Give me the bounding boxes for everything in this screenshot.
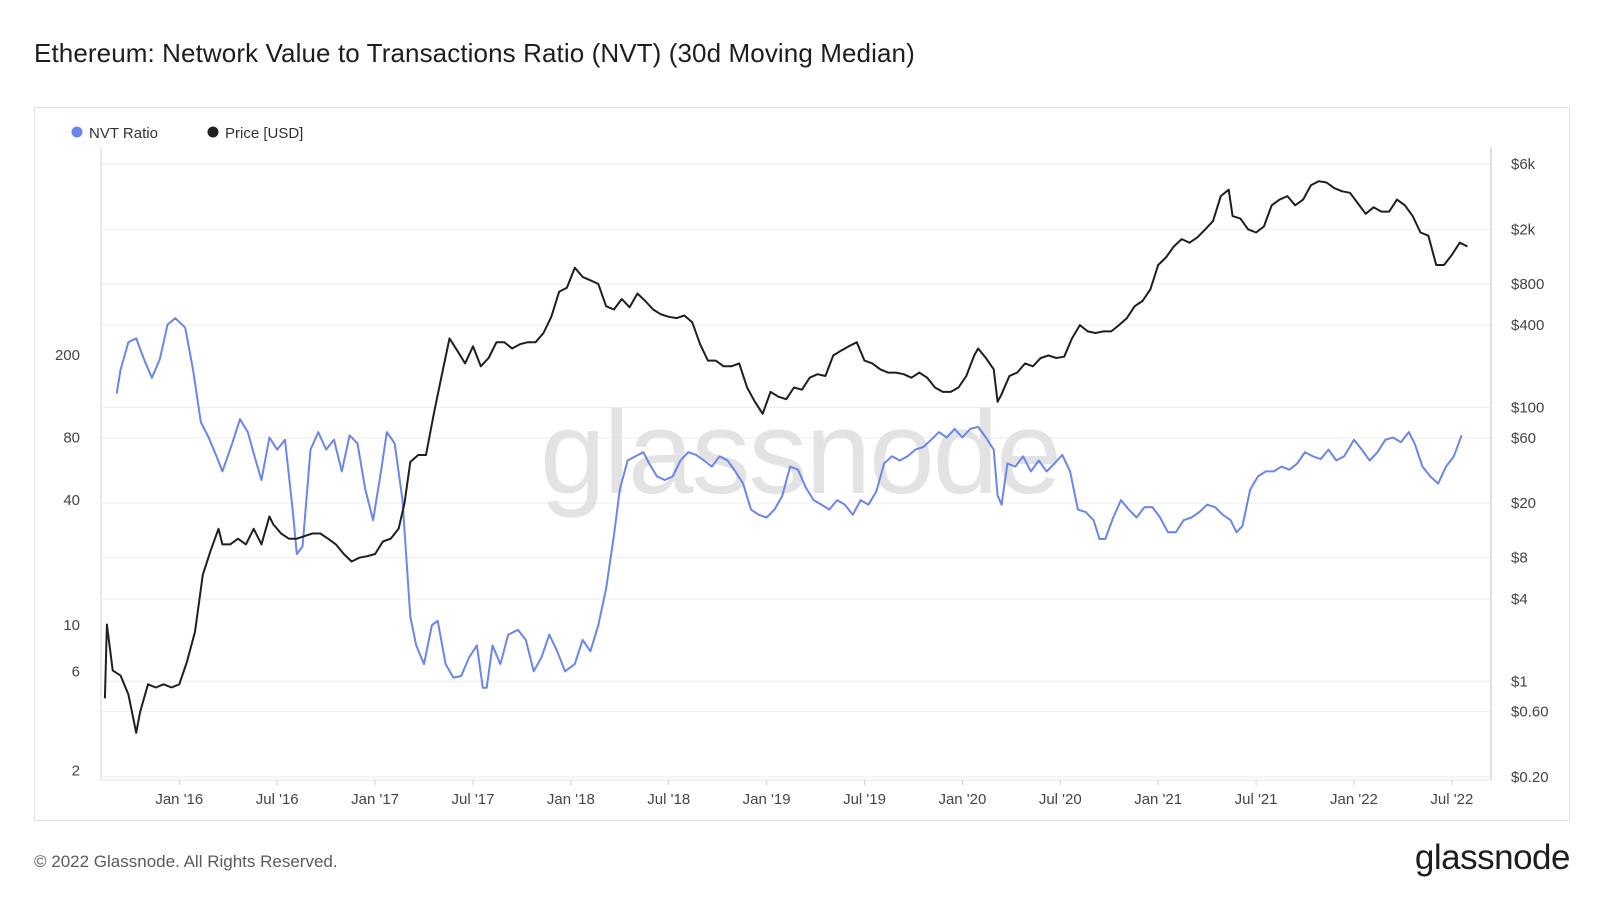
right-tick-label: $0.60 xyxy=(1511,704,1549,721)
gridlines xyxy=(101,163,1491,778)
right-tick-label: $4 xyxy=(1511,591,1528,608)
x-tick-label: Jul '21 xyxy=(1235,791,1278,808)
x-tick-label: Jul '18 xyxy=(647,791,690,808)
left-tick-label: 80 xyxy=(63,430,80,447)
legend-marker-nvt xyxy=(71,126,83,138)
right-tick-label: $2k xyxy=(1511,221,1536,238)
left-tick-label: 200 xyxy=(55,347,80,364)
x-tick-label: Jan '17 xyxy=(351,791,399,808)
x-tick-label: Jul '20 xyxy=(1039,791,1082,808)
right-tick-label: $60 xyxy=(1511,430,1536,447)
x-tick-label: Jan '16 xyxy=(155,791,203,808)
left-tick-label: 2 xyxy=(72,762,80,779)
left-tick-label: 40 xyxy=(63,492,80,509)
right-tick-label: $1 xyxy=(1511,673,1528,690)
series-line-nvt[interactable] xyxy=(115,317,1463,689)
watermark: glassnode xyxy=(540,387,1060,519)
x-tick-label: Jul '22 xyxy=(1430,791,1473,808)
right-tick-label: $6k xyxy=(1511,156,1536,173)
right-tick-label: $400 xyxy=(1511,317,1544,334)
left-tick-label: 10 xyxy=(63,617,80,634)
right-tick-label: $100 xyxy=(1511,400,1544,417)
copyright-footer: © 2022 Glassnode. All Rights Reserved. xyxy=(34,852,338,871)
x-tick-label: Jul '17 xyxy=(452,791,495,808)
chart-legend[interactable]: NVT Ratio Price [USD] xyxy=(71,125,304,142)
legend-label-price[interactable]: Price [USD] xyxy=(225,125,303,142)
x-tick-label: Jul '19 xyxy=(843,791,886,808)
right-tick-label: $800 xyxy=(1511,276,1544,293)
right-tick-label: $8 xyxy=(1511,550,1528,567)
right-axis-ticks: $6k $2k $800 $400 $100 $60 $20 $8 $4 $1 $0.60 $0.20 xyxy=(1511,156,1549,786)
x-tick-label: Jan '20 xyxy=(938,791,986,808)
legend-label-nvt[interactable]: NVT Ratio xyxy=(89,125,158,142)
x-tick-label: Jan '18 xyxy=(547,791,595,808)
left-axis-ticks: 200 80 40 10 6 2 xyxy=(55,347,80,780)
left-tick-label: 6 xyxy=(72,663,80,680)
series-line-price[interactable] xyxy=(103,180,1468,734)
x-tick-label: Jan '21 xyxy=(1134,791,1182,808)
legend-marker-price xyxy=(207,126,219,138)
x-tick-label: Jan '19 xyxy=(743,791,791,808)
chart-title: Ethereum: Network Value to Transactions … xyxy=(34,38,915,68)
brand-logo[interactable]: glassnode xyxy=(1414,838,1571,877)
x-axis-ticks: Jan '16 Jul '16 Jan '17 Jul '17 Jan '18 Jul '… xyxy=(155,780,1473,808)
x-tick-label: Jan '22 xyxy=(1330,791,1378,808)
right-tick-label: $0.20 xyxy=(1511,769,1549,786)
chart-frame xyxy=(34,107,1570,821)
right-tick-label: $20 xyxy=(1511,495,1536,512)
x-tick-label: Jul '16 xyxy=(256,791,299,808)
